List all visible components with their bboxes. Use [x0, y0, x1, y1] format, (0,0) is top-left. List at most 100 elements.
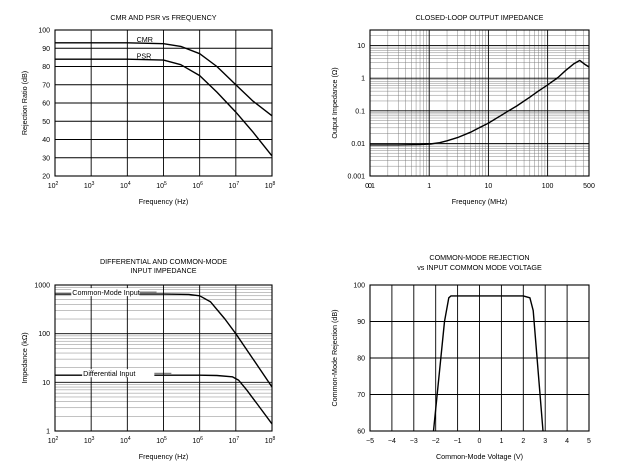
series-annotation: Common-Mode Input	[72, 288, 140, 297]
x-tick-label: −4	[388, 438, 396, 445]
y-tick-label: 40	[42, 137, 50, 144]
chart-title: COMMON-MODE REJECTION	[429, 253, 529, 262]
x-tick-base: 10	[84, 183, 92, 190]
x-tick-base: 10	[156, 438, 164, 445]
y-tick-label: 100	[353, 283, 365, 290]
y-axis-label: Rejection Ratio (dB)	[20, 71, 29, 135]
x-tick-label: 3	[543, 438, 547, 445]
x-tick-base: 10	[192, 183, 200, 190]
series-line-psr	[55, 58, 273, 157]
x-tick-label: 4	[565, 438, 569, 445]
x-tick-base: 10	[229, 183, 237, 190]
chart-title: CLOSED-LOOP OUTPUT IMPEDANCE	[416, 13, 544, 22]
x-tick-exponent: 8	[273, 181, 276, 187]
x-tick-base: 10	[120, 183, 128, 190]
x-tick-label: 0.1	[365, 183, 375, 190]
x-tick-base: 10	[120, 438, 128, 445]
y-tick-label: 90	[42, 46, 50, 53]
x-tick-label: 5	[587, 438, 591, 445]
y-tick-label: 1000	[34, 283, 50, 290]
y-axis-label: Common-Mode Rejection (dB)	[330, 309, 339, 406]
x-tick-label: 105	[156, 181, 167, 190]
x-tick-exponent: 7	[236, 181, 239, 187]
chart-panel-output-impedance: 0.001 0.01 0.1 1 10 0.1 1 10 100 500 0 CLOSED-LOOP …	[330, 13, 595, 206]
x-tick-label: 0	[478, 438, 482, 445]
y-tick-label: 0.1	[355, 108, 365, 115]
x-tick-label: −2	[432, 438, 440, 445]
x-axis-label: Frequency (Hz)	[139, 452, 189, 461]
x-tick-label: −5	[366, 438, 374, 445]
x-tick-label: 108	[265, 181, 276, 190]
x-tick-exponent: 3	[92, 436, 95, 442]
x-axis-label: Frequency (MHz)	[452, 197, 508, 206]
x-tick-base: 10	[192, 438, 200, 445]
y-tick-label: 60	[42, 101, 50, 108]
x-tick-label: 108	[265, 436, 276, 445]
x-tick-exponent: 4	[128, 436, 131, 442]
x-tick-label: 103	[84, 181, 95, 190]
plot-frame	[369, 29, 590, 177]
x-tick-label: 106	[192, 436, 203, 445]
x-tick-exponent: 2	[56, 181, 59, 187]
x-tick-label: 500	[583, 183, 595, 190]
y-tick-label: 30	[42, 155, 50, 162]
x-tick-label: 103	[84, 436, 95, 445]
x-tick-label: 10	[485, 183, 493, 190]
y-tick-label: 50	[42, 119, 50, 126]
x-tick-label: 1	[427, 183, 431, 190]
series-line-cmr	[55, 42, 273, 117]
x-tick-exponent: 5	[164, 436, 167, 442]
x-tick-base: 10	[265, 438, 273, 445]
x-tick-exponent: 5	[164, 181, 167, 187]
x-tick-origin-label: 0	[368, 183, 372, 190]
x-tick-label: 104	[120, 436, 131, 445]
x-tick-label: 106	[192, 181, 203, 190]
y-tick-label: 0.01	[351, 141, 365, 148]
x-tick-label: 102	[48, 181, 59, 190]
x-tick-base: 10	[265, 183, 273, 190]
y-tick-label: 70	[357, 392, 365, 399]
x-tick-label: 1	[499, 438, 503, 445]
x-tick-exponent: 4	[128, 181, 131, 187]
y-tick-label: 70	[42, 82, 50, 89]
x-tick-label: −1	[454, 438, 462, 445]
annotation-bg	[71, 288, 140, 297]
series-line-cmr	[432, 295, 544, 432]
series-annotation: CMR	[137, 35, 153, 44]
series-annotation: PSR	[137, 51, 152, 60]
y-tick-label: 10	[42, 380, 50, 387]
y-axis-label: Impedance (kΩ)	[20, 332, 29, 383]
x-tick-exponent: 6	[200, 436, 203, 442]
x-tick-base: 10	[48, 438, 56, 445]
chart-title: INPUT IMPEDANCE	[130, 266, 196, 275]
x-tick-label: 100	[542, 183, 554, 190]
x-tick-label: 107	[229, 436, 240, 445]
series-annotation: Differential Input	[83, 369, 135, 378]
y-tick-label: 1	[361, 76, 365, 83]
x-tick-exponent: 7	[236, 436, 239, 442]
y-tick-label: 1	[46, 429, 50, 436]
y-tick-label: 100	[38, 28, 50, 35]
x-tick-label: −3	[410, 438, 418, 445]
y-tick-label: 80	[42, 64, 50, 71]
plot-frame	[369, 284, 590, 432]
x-tick-label: 2	[521, 438, 525, 445]
x-tick-exponent: 3	[92, 181, 95, 187]
y-tick-label: 100	[38, 331, 50, 338]
x-tick-base: 10	[156, 183, 164, 190]
x-tick-label: 102	[48, 436, 59, 445]
chart-title: CMR AND PSR vs FREQUENCY	[110, 13, 216, 22]
y-tick-label: 0.001	[347, 174, 365, 181]
y-axis-label: Output Impedance (Ω)	[330, 67, 339, 138]
chart-panel-cmr-vs-vcm: 60 70 80 90 100 −5 −4 −3 −2 −1 0 1 2 3 4 5 COMMON-MODE R…	[330, 253, 591, 461]
x-tick-base: 10	[48, 183, 56, 190]
plot-frame	[54, 29, 273, 177]
y-tick-label: 20	[42, 174, 50, 181]
x-axis-label: Frequency (Hz)	[139, 197, 189, 206]
annotation-bg	[82, 369, 155, 378]
x-tick-base: 10	[229, 438, 237, 445]
x-tick-base: 10	[84, 438, 92, 445]
